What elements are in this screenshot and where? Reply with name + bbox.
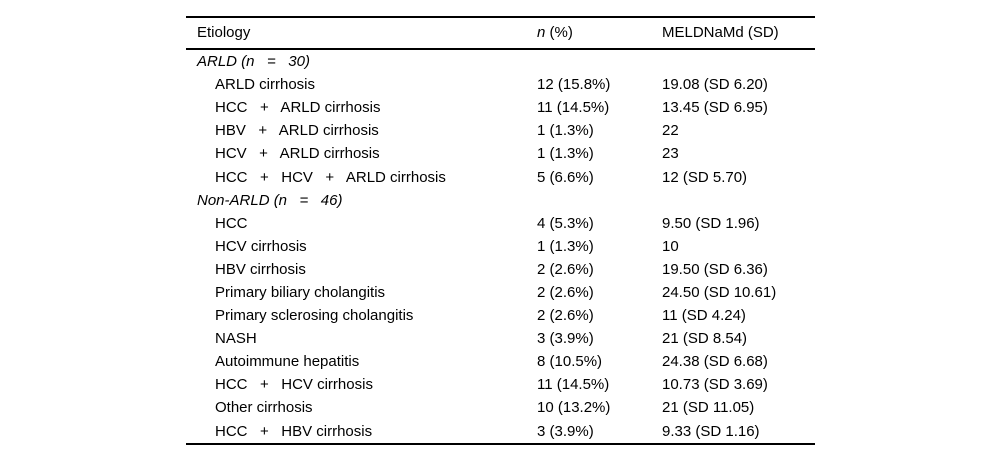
- meldnamd-cell: 11 (SD 4.24): [662, 308, 746, 324]
- meldnamd-cell: 21 (SD 11.05): [662, 400, 755, 416]
- meldnamd-cell: 19.08 (SD 6.20): [662, 77, 768, 93]
- meldnamd-cell: 24.50 (SD 10.61): [662, 284, 777, 300]
- table-row: HCC + HCV cirrhosis 11 (14.5%) 10.73 (SD…: [186, 373, 815, 396]
- n-percent-cell: 3 (3.9%): [537, 423, 594, 439]
- n-percent-cell: 5 (6.6%): [537, 169, 594, 185]
- n-percent-cell: 4 (5.3%): [537, 215, 594, 231]
- n-percent-cell: 1 (1.3%): [537, 123, 594, 139]
- etiology-cell: Primary biliary cholangitis: [215, 284, 386, 300]
- table-row: ARLD (n = 30): [186, 50, 815, 73]
- table-row: HBV + ARLD cirrhosis 1 (1.3%) 22: [186, 119, 815, 142]
- n-percent-cell: 2 (2.6%): [537, 308, 594, 324]
- meldnamd-cell: 10: [662, 238, 679, 254]
- table-row: Primary biliary cholangitis 2 (2.6%) 24.…: [186, 281, 815, 304]
- column-header-meldnamd: MELDNaMd (SD): [662, 25, 779, 40]
- column-header-n-percent: n (%): [537, 25, 662, 40]
- table-row: HCC + HBV cirrhosis 3 (3.9%) 9.33 (SD 1.…: [186, 420, 815, 443]
- table-header-rule: [186, 47, 815, 50]
- table-row: HCC + ARLD cirrhosis 11 (14.5%) 13.45 (S…: [186, 96, 815, 119]
- meldnamd-cell: 24.38 (SD 6.68): [662, 354, 768, 370]
- etiology-cell: HCC + HCV cirrhosis: [215, 377, 373, 393]
- etiology-cell: HBV + ARLD cirrhosis: [215, 123, 379, 139]
- etiology-table: Etiology n (%) MELDNaMd (SD) ARLD (n = 3…: [186, 16, 815, 446]
- etiology-cell: Other cirrhosis: [215, 400, 313, 416]
- table-header-row: Etiology n (%) MELDNaMd (SD): [186, 18, 815, 48]
- meldnamd-cell: 12 (SD 5.70): [662, 169, 748, 185]
- table-row: HCV cirrhosis 1 (1.3%) 10: [186, 235, 815, 258]
- meldnamd-cell: 10.73 (SD 3.69): [662, 377, 768, 393]
- table-row: ARLD cirrhosis 12 (15.8%) 19.08 (SD 6.20…: [186, 73, 815, 96]
- column-header-n-italic: n: [537, 25, 546, 40]
- table-row: Autoimmune hepatitis 8 (10.5%) 24.38 (SD…: [186, 350, 815, 373]
- table-row: Other cirrhosis 10 (13.2%) 21 (SD 11.05): [186, 396, 815, 419]
- etiology-cell: Primary sclerosing cholangitis: [215, 308, 414, 324]
- etiology-cell: HCV + ARLD cirrhosis: [215, 146, 380, 162]
- etiology-cell: HBV cirrhosis: [215, 261, 306, 277]
- etiology-cell: ARLD cirrhosis: [215, 77, 316, 93]
- table-row: HCV + ARLD cirrhosis 1 (1.3%) 23: [186, 142, 815, 165]
- meldnamd-cell: 23: [662, 146, 679, 162]
- table-row: HCC + HCV + ARLD cirrhosis 5 (6.6%) 12 (…: [186, 165, 815, 188]
- table-row: Non-ARLD (n = 46): [186, 189, 815, 212]
- column-header-percent-rest: (%): [545, 25, 573, 40]
- n-percent-cell: 11 (14.5%): [537, 377, 610, 393]
- etiology-cell: HCV cirrhosis: [215, 238, 307, 254]
- n-percent-cell: 11 (14.5%): [537, 100, 610, 116]
- etiology-cell: Autoimmune hepatitis: [215, 354, 360, 370]
- n-percent-cell: 1 (1.3%): [537, 146, 594, 162]
- n-percent-cell: 10 (13.2%): [537, 400, 611, 416]
- n-percent-cell: 2 (2.6%): [537, 261, 594, 277]
- column-header-etiology: Etiology: [197, 25, 251, 40]
- meldnamd-cell: 21 (SD 8.54): [662, 331, 748, 347]
- etiology-cell: NASH: [215, 331, 257, 347]
- meldnamd-cell: 19.50 (SD 6.36): [662, 261, 768, 277]
- table-top-rule: [186, 16, 815, 18]
- n-percent-cell: 2 (2.6%): [537, 284, 594, 300]
- table-row: HBV cirrhosis 2 (2.6%) 19.50 (SD 6.36): [186, 258, 815, 281]
- meldnamd-cell: 9.50 (SD 1.96): [662, 215, 760, 231]
- table-bottom-rule: [186, 442, 815, 446]
- n-percent-cell: 1 (1.3%): [537, 238, 594, 254]
- etiology-cell: HCC: [215, 215, 248, 231]
- n-percent-cell: 12 (15.8%): [537, 77, 611, 93]
- meldnamd-cell: 9.33 (SD 1.16): [662, 423, 760, 439]
- n-percent-cell: 3 (3.9%): [537, 331, 594, 347]
- table-row: Primary sclerosing cholangitis 2 (2.6%) …: [186, 304, 815, 327]
- table-body: ARLD (n = 30) ARLD cirrhosis 12 (15.8%) …: [186, 50, 815, 443]
- meldnamd-cell: 13.45 (SD 6.95): [662, 100, 768, 116]
- etiology-cell: HCC + HCV + ARLD cirrhosis: [215, 169, 446, 185]
- etiology-cell: HCC + HBV cirrhosis: [215, 423, 373, 439]
- n-percent-cell: 8 (10.5%): [537, 354, 603, 370]
- etiology-cell: ARLD (n = 30): [197, 54, 310, 70]
- meldnamd-cell: 22: [662, 123, 679, 139]
- etiology-cell: HCC + ARLD cirrhosis: [215, 100, 381, 116]
- table-row: HCC 4 (5.3%) 9.50 (SD 1.96): [186, 212, 815, 235]
- table-row: NASH 3 (3.9%) 21 (SD 8.54): [186, 327, 815, 350]
- etiology-cell: Non-ARLD (n = 46): [197, 192, 343, 208]
